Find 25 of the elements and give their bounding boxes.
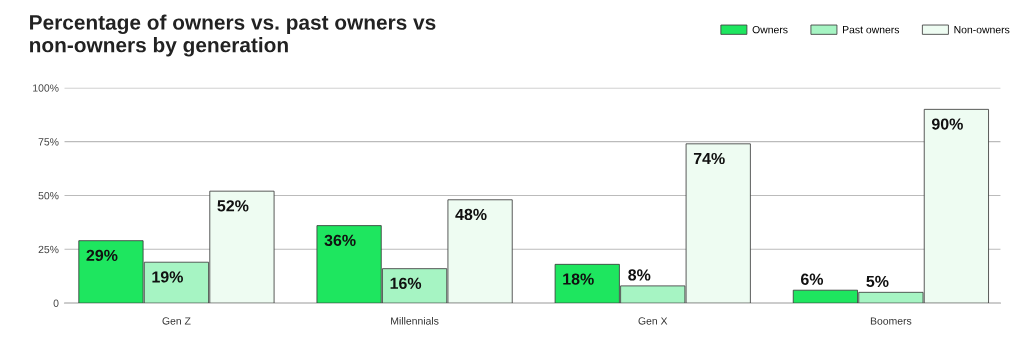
legend-label: Owners bbox=[752, 25, 788, 34]
data-label: 52% bbox=[217, 200, 249, 212]
data-label: 18% bbox=[563, 273, 594, 285]
y-tick-label: 75% bbox=[38, 138, 59, 146]
y-tick-label: 50% bbox=[38, 191, 59, 200]
y-tick-label: 100% bbox=[33, 84, 59, 92]
data-label: 74% bbox=[693, 152, 725, 165]
data-label: 8% bbox=[628, 269, 651, 281]
data-label: 19% bbox=[152, 271, 183, 283]
data-label: 48% bbox=[455, 208, 487, 221]
data-label: 6% bbox=[800, 273, 824, 285]
x-tick-label: Gen Z bbox=[162, 317, 191, 325]
x-tick-label: Millennials bbox=[391, 316, 439, 325]
chart-title: Percentage of owners vs. past owners vs non-owners by generation bbox=[30, 14, 436, 57]
legend-label: Non-owners bbox=[954, 26, 1010, 34]
y-tick-label: 25% bbox=[38, 245, 59, 254]
y-tick-label: 0 bbox=[53, 299, 59, 307]
x-tick-label: Gen X bbox=[638, 317, 668, 325]
data-label: 90% bbox=[931, 118, 963, 130]
data-label: 36% bbox=[324, 234, 356, 246]
x-tick-label: Boomers bbox=[870, 317, 912, 325]
data-label: 16% bbox=[390, 277, 422, 290]
legend-label: Past owners bbox=[843, 26, 900, 34]
data-label: 5% bbox=[866, 275, 889, 288]
data-label: 29% bbox=[86, 249, 118, 262]
